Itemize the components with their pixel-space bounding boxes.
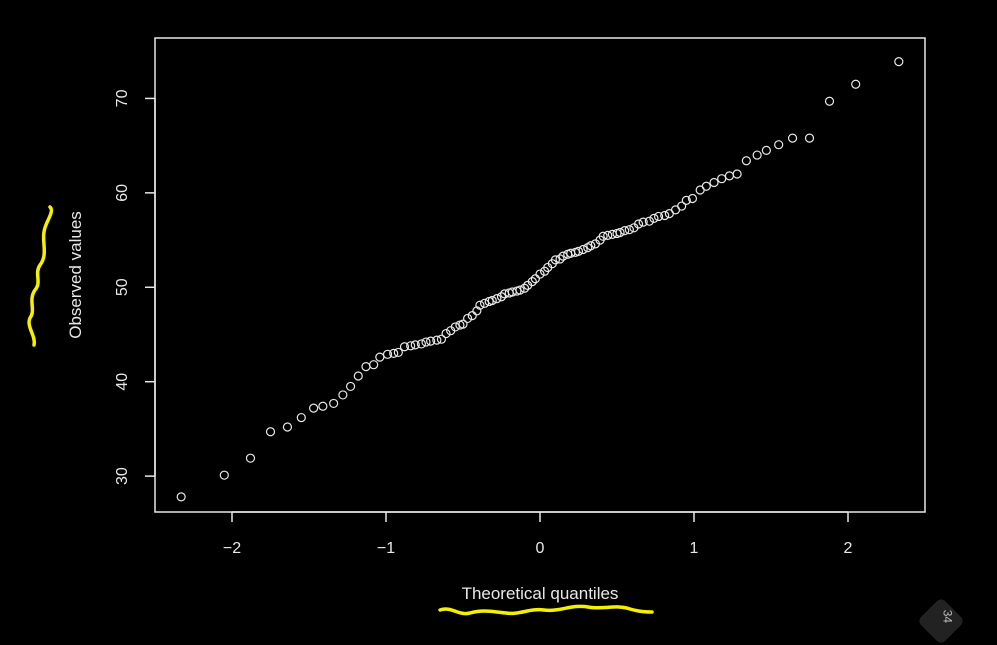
data-point (550, 255, 561, 265)
data-point (555, 254, 565, 264)
data-point (416, 339, 427, 349)
slide-number-text: 34 (940, 609, 955, 624)
data-point (436, 334, 447, 344)
data-point (309, 403, 319, 413)
ylabel-annotation-squiggle (27, 205, 54, 347)
data-point (638, 217, 648, 227)
data-point (353, 371, 363, 381)
data-point (620, 226, 630, 236)
data-point (389, 348, 399, 358)
data-point (245, 453, 256, 463)
data-point (681, 195, 691, 206)
data-point (586, 241, 596, 251)
data-point (535, 269, 545, 279)
data-point (369, 360, 379, 370)
data-point (687, 193, 698, 204)
data-points (176, 57, 904, 502)
data-point (851, 79, 861, 89)
x-tick-label: 1 (690, 540, 699, 557)
data-point (824, 96, 835, 106)
x-tick-label: −2 (223, 540, 241, 557)
data-point (463, 313, 473, 324)
data-point (615, 227, 625, 238)
data-point (894, 57, 904, 67)
x-tick-label: −1 (377, 540, 395, 557)
data-point (479, 298, 490, 308)
x-axis-title: Theoretical quantiles (462, 584, 619, 603)
data-point (467, 311, 477, 321)
data-point (701, 181, 711, 191)
data-point (515, 285, 525, 295)
data-point (450, 322, 460, 332)
data-point (399, 342, 410, 352)
data-point (717, 174, 727, 184)
x-axis: −2 −1 0 1 2 (223, 511, 853, 557)
data-point (644, 216, 654, 226)
data-point (578, 244, 588, 255)
data-point (649, 213, 659, 223)
data-point (375, 352, 385, 362)
data-point (492, 294, 502, 304)
data-point (774, 140, 784, 150)
data-point (741, 156, 751, 166)
data-point (475, 300, 485, 310)
y-tick-label: 40 (114, 373, 131, 391)
y-axis-title: Observed values (66, 211, 85, 339)
y-tick-label: 60 (114, 184, 131, 202)
data-point (558, 251, 568, 261)
data-point (496, 292, 507, 302)
data-point (709, 177, 719, 188)
data-point (410, 340, 420, 350)
y-axis: 30 40 50 60 70 (114, 89, 156, 485)
data-point (487, 295, 497, 306)
data-point (573, 246, 584, 256)
y-tick-label: 50 (114, 278, 131, 296)
x-tick-label: 2 (844, 540, 853, 557)
data-point (441, 328, 451, 339)
data-point (653, 211, 664, 222)
data-point (406, 341, 416, 351)
data-point (296, 412, 306, 423)
data-point (761, 145, 771, 155)
data-point (724, 171, 735, 181)
plot-frame (154, 37, 926, 513)
data-point (176, 492, 186, 502)
y-tick-label: 70 (114, 89, 131, 107)
data-point (432, 335, 442, 345)
data-point (426, 336, 436, 346)
data-point (677, 201, 687, 211)
data-point (219, 470, 229, 480)
data-point (329, 398, 339, 409)
data-point (752, 150, 762, 160)
data-point (530, 274, 540, 284)
data-point (265, 427, 276, 437)
data-point (345, 381, 356, 392)
data-point (318, 401, 328, 411)
data-point (458, 319, 468, 329)
data-point (527, 277, 537, 287)
data-point (421, 337, 431, 347)
data-point (660, 210, 670, 221)
xlabel-annotation-underline (438, 604, 654, 616)
x-tick-label: 0 (536, 540, 545, 557)
data-point (282, 422, 293, 432)
data-point (624, 225, 634, 235)
data-point (787, 133, 798, 143)
data-point (382, 349, 393, 359)
y-tick-label: 30 (114, 467, 131, 485)
data-point (633, 219, 644, 229)
qq-plot: −2 −1 0 1 2 30 40 50 60 70 Theoretical quantiles… (27, 37, 926, 616)
data-point (361, 361, 371, 372)
data-point (393, 347, 403, 358)
data-point (472, 306, 482, 316)
data-point (598, 231, 608, 241)
data-point (603, 230, 613, 240)
data-point (338, 390, 348, 400)
data-point (804, 133, 815, 143)
data-point (519, 283, 530, 293)
data-point (732, 169, 742, 179)
